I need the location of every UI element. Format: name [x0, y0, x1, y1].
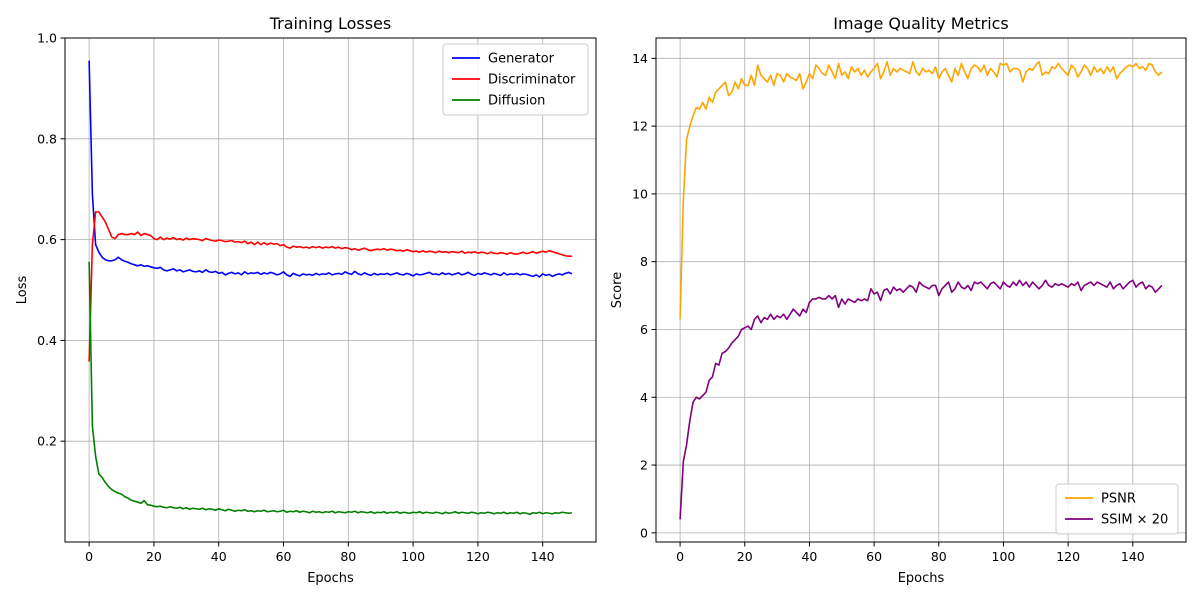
x-tick-label: 80 — [931, 549, 947, 564]
series-line-discriminator — [88, 211, 572, 362]
y-tick-label: 0 — [640, 525, 648, 540]
x-tick-label: 20 — [737, 549, 753, 564]
series-line-generator — [88, 60, 573, 278]
legend-item: Generator — [452, 52, 555, 67]
x-tick-label: 140 — [531, 549, 555, 564]
x-tick-label: 60 — [866, 549, 882, 564]
chart-title: Training Losses — [269, 14, 392, 33]
legend-item: PSNR — [1065, 492, 1136, 507]
x-tick-label: 120 — [466, 549, 490, 564]
y-tick-label: 0.2 — [37, 434, 57, 449]
plot-area — [64, 37, 597, 543]
legend-label: PSNR — [1101, 492, 1136, 507]
x-tick-label: 100 — [401, 549, 425, 564]
gridlines — [656, 38, 1186, 542]
y-tick-label: 1.0 — [37, 31, 57, 46]
y-tick-label: 2 — [640, 458, 648, 473]
y-tick-label: 6 — [640, 322, 648, 337]
legend-label: SSIM × 20 — [1101, 513, 1168, 528]
x-tick-label: 0 — [85, 549, 93, 564]
y-tick-label: 0.8 — [37, 131, 57, 146]
legend-item: Discriminator — [452, 73, 576, 88]
x-tick-label: 60 — [276, 549, 292, 564]
legend-box — [442, 43, 589, 116]
y-tick-label: 10 — [632, 186, 648, 201]
x-axis-label: Epochs — [307, 571, 354, 586]
x-axis-label: Epochs — [898, 571, 945, 586]
legend-label: Discriminator — [488, 73, 576, 88]
x-tick-label: 140 — [1121, 549, 1145, 564]
legend-item: Diffusion — [452, 94, 545, 109]
x-tick-label: 40 — [211, 549, 227, 564]
series-line-ssim-20 — [679, 279, 1163, 520]
plot-area — [655, 37, 1187, 543]
x-tick-label: 120 — [1056, 549, 1080, 564]
y-tick-label: 8 — [640, 254, 648, 269]
x-tick-label: 20 — [146, 549, 162, 564]
y-axis-label: Loss — [15, 276, 30, 305]
legend-label: Generator — [488, 52, 555, 67]
series-line-psnr — [679, 60, 1163, 320]
y-axis-label: Score — [610, 272, 625, 308]
chart-title: Image Quality Metrics — [833, 14, 1009, 33]
x-tick-label: 0 — [676, 549, 684, 564]
series-line-diffusion — [88, 261, 572, 516]
chart-panel-2: 0 20 40 60 80 100 120 140 0 2 4 6 8 10 12 14 Image Quali… — [610, 14, 1187, 586]
y-tick-label: 0.4 — [37, 333, 57, 348]
x-tick-label: 80 — [340, 549, 356, 564]
y-tick-label: 4 — [640, 390, 648, 405]
legend-item: SSIM × 20 — [1065, 513, 1168, 528]
legend: PSNR SSIM × 20 — [1055, 483, 1179, 535]
legend: Generator Discriminator Diffusion — [442, 43, 589, 116]
y-tick-label: 0.6 — [37, 232, 57, 247]
y-tick-label: 14 — [632, 51, 648, 66]
chart-panel-1: 0 20 40 60 80 100 120 140 0.2 0.4 0.6 0.8 1.0 Trainin… — [15, 14, 597, 586]
x-tick-label: 100 — [992, 549, 1016, 564]
legend-box — [1055, 483, 1179, 535]
y-tick-label: 12 — [632, 119, 648, 134]
legend-label: Diffusion — [488, 94, 545, 109]
x-tick-label: 40 — [801, 549, 817, 564]
